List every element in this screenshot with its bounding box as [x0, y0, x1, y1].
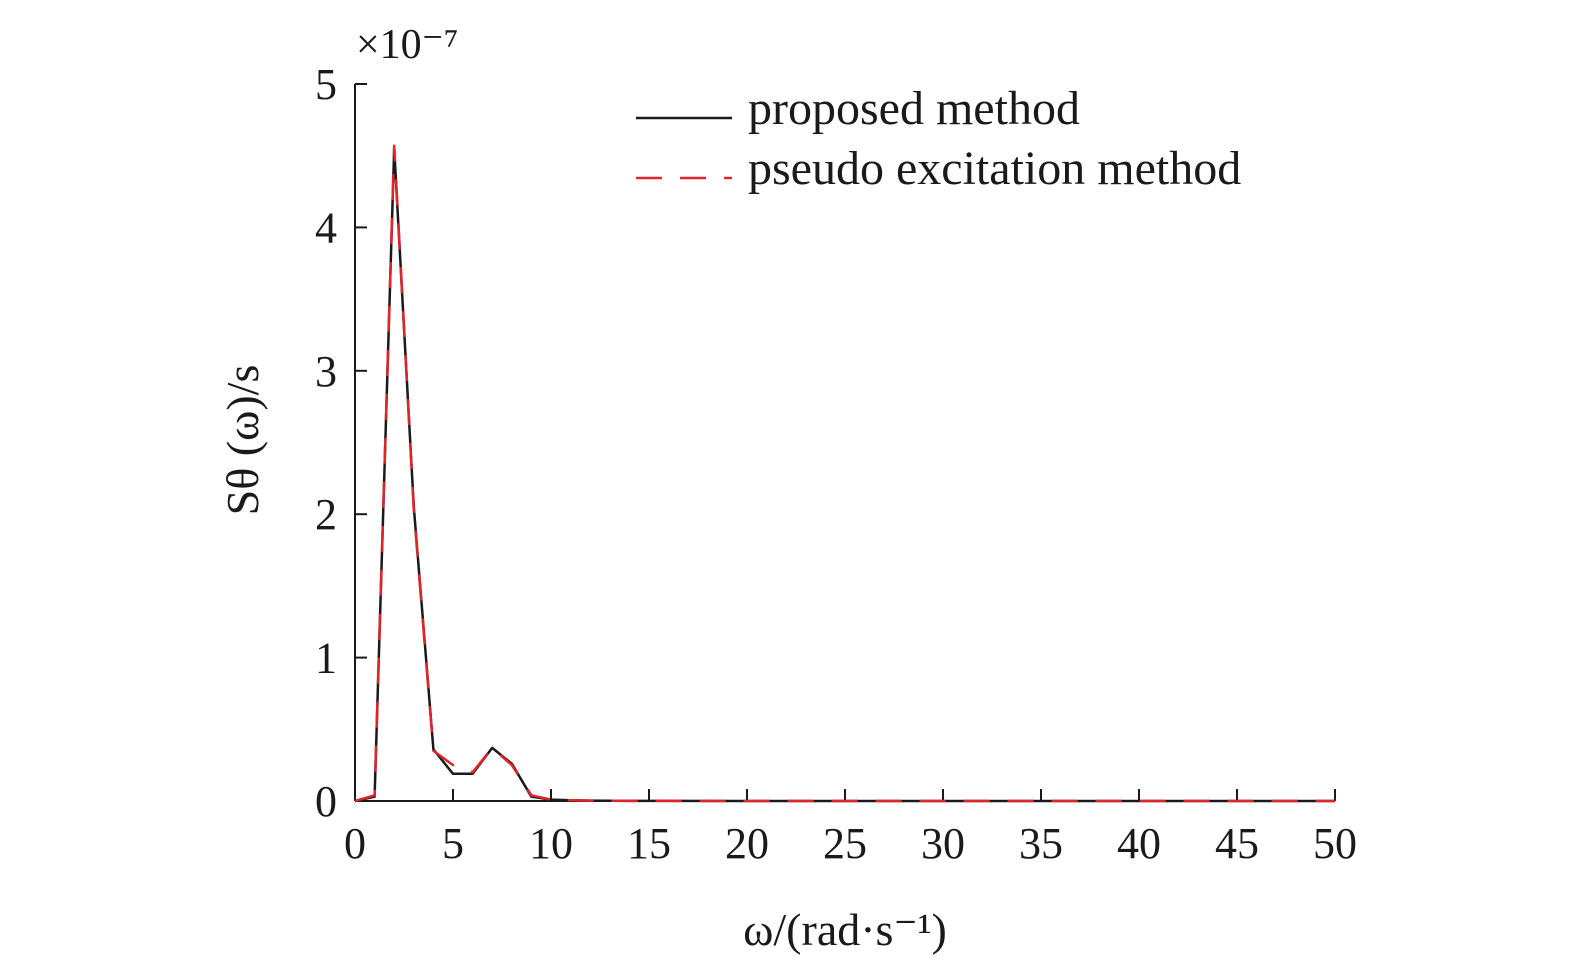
x-tick-label: 40 — [1117, 819, 1161, 868]
legend: proposed method pseudo excitation method — [636, 82, 1241, 195]
legend-label-proposed: proposed method — [748, 82, 1080, 135]
x-axis-title: ω/(rad·s⁻¹) — [743, 904, 947, 955]
legend-label-pseudo: pseudo excitation method — [748, 142, 1241, 195]
y-tick-label: 2 — [315, 490, 337, 539]
x-tick-label: 5 — [442, 819, 464, 868]
x-tick-label: 35 — [1019, 819, 1063, 868]
x-tick-label: 50 — [1313, 819, 1357, 868]
y-ticks: 0 1 2 3 4 5 — [315, 60, 367, 826]
y-tick-label: 0 — [315, 777, 337, 826]
y-tick-label: 5 — [315, 60, 337, 109]
x-ticks: 0 5 10 15 20 25 30 35 40 45 50 — [344, 789, 1357, 868]
x-tick-label: 20 — [725, 819, 769, 868]
x-tick-label: 10 — [529, 819, 573, 868]
series-line-proposed — [354, 147, 1335, 803]
x-tick-label: 30 — [921, 819, 965, 868]
y-tick-label: 4 — [315, 203, 337, 252]
x-tick-label: 15 — [627, 819, 671, 868]
y-multiplier-label: ×10⁻⁷ — [356, 22, 459, 68]
y-tick-label: 1 — [315, 634, 337, 683]
y-tick-label: 3 — [315, 347, 337, 396]
x-tick-label: 45 — [1215, 819, 1259, 868]
series-line-pseudo — [354, 144, 1335, 803]
x-tick-label: 25 — [823, 819, 867, 868]
x-tick-label: 0 — [344, 819, 366, 868]
series-layer — [354, 144, 1335, 803]
y-axis-title: Sθ (ω)/s — [217, 365, 268, 516]
